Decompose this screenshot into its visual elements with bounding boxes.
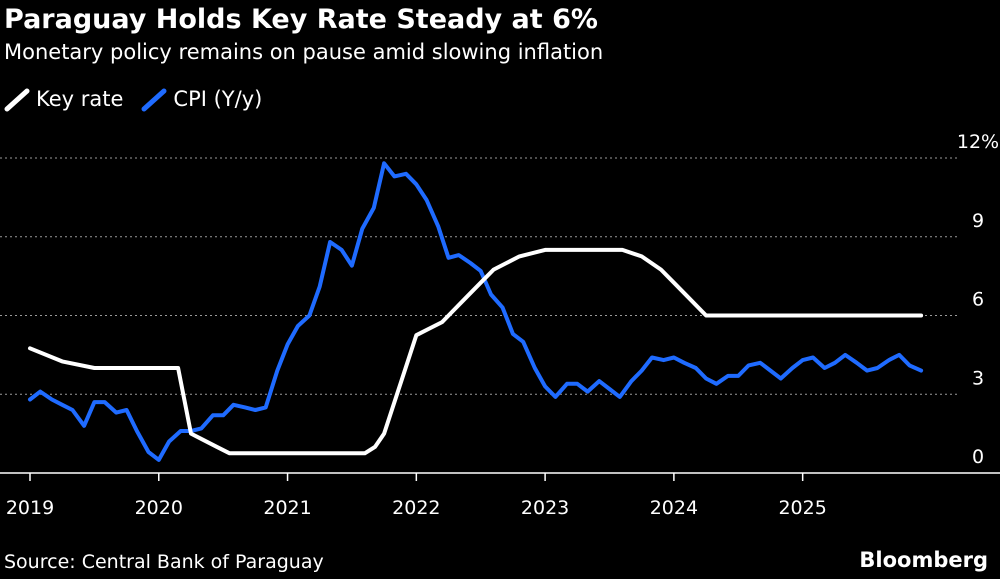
source-note: Source: Central Bank of Paraguay [4, 551, 324, 573]
x-tick-label-2022: 2022 [392, 497, 440, 519]
y-tick-label-12: 12% [957, 131, 999, 153]
series-line-key-rate [28, 247, 924, 456]
y-tick-label-6: 6 [972, 289, 984, 311]
chart-subtitle: Monetary policy remains on pause amid sl… [4, 40, 604, 64]
y-tick-label-9: 9 [972, 210, 984, 232]
x-tick-label-2024: 2024 [650, 497, 698, 519]
legend-swatch-key-rate [4, 88, 30, 112]
x-tick-label-2019: 2019 [6, 497, 54, 519]
legend-item-cpi: CPI (Y/y) [141, 86, 262, 112]
chart-title: Paraguay Holds Key Rate Steady at 6% [4, 4, 598, 35]
x-tick-label-2025: 2025 [778, 497, 826, 519]
legend-item-key-rate: Key rate [4, 86, 123, 112]
legend-swatch-cpi [141, 88, 167, 112]
x-tick-label-2021: 2021 [263, 497, 311, 519]
legend-label-key-rate: Key rate [36, 87, 124, 111]
x-tick-label-2023: 2023 [521, 497, 569, 519]
legend-label-cpi: CPI (Y/y) [173, 87, 263, 111]
series-line-cpi-y-y [28, 161, 924, 462]
chart-legend: Key rate CPI (Y/y) [4, 86, 280, 112]
bloomberg-logo: Bloomberg [859, 548, 988, 572]
y-tick-label-0: 0 [972, 446, 984, 468]
y-tick-label-3: 3 [972, 367, 984, 389]
x-tick-label-2020: 2020 [135, 497, 183, 519]
